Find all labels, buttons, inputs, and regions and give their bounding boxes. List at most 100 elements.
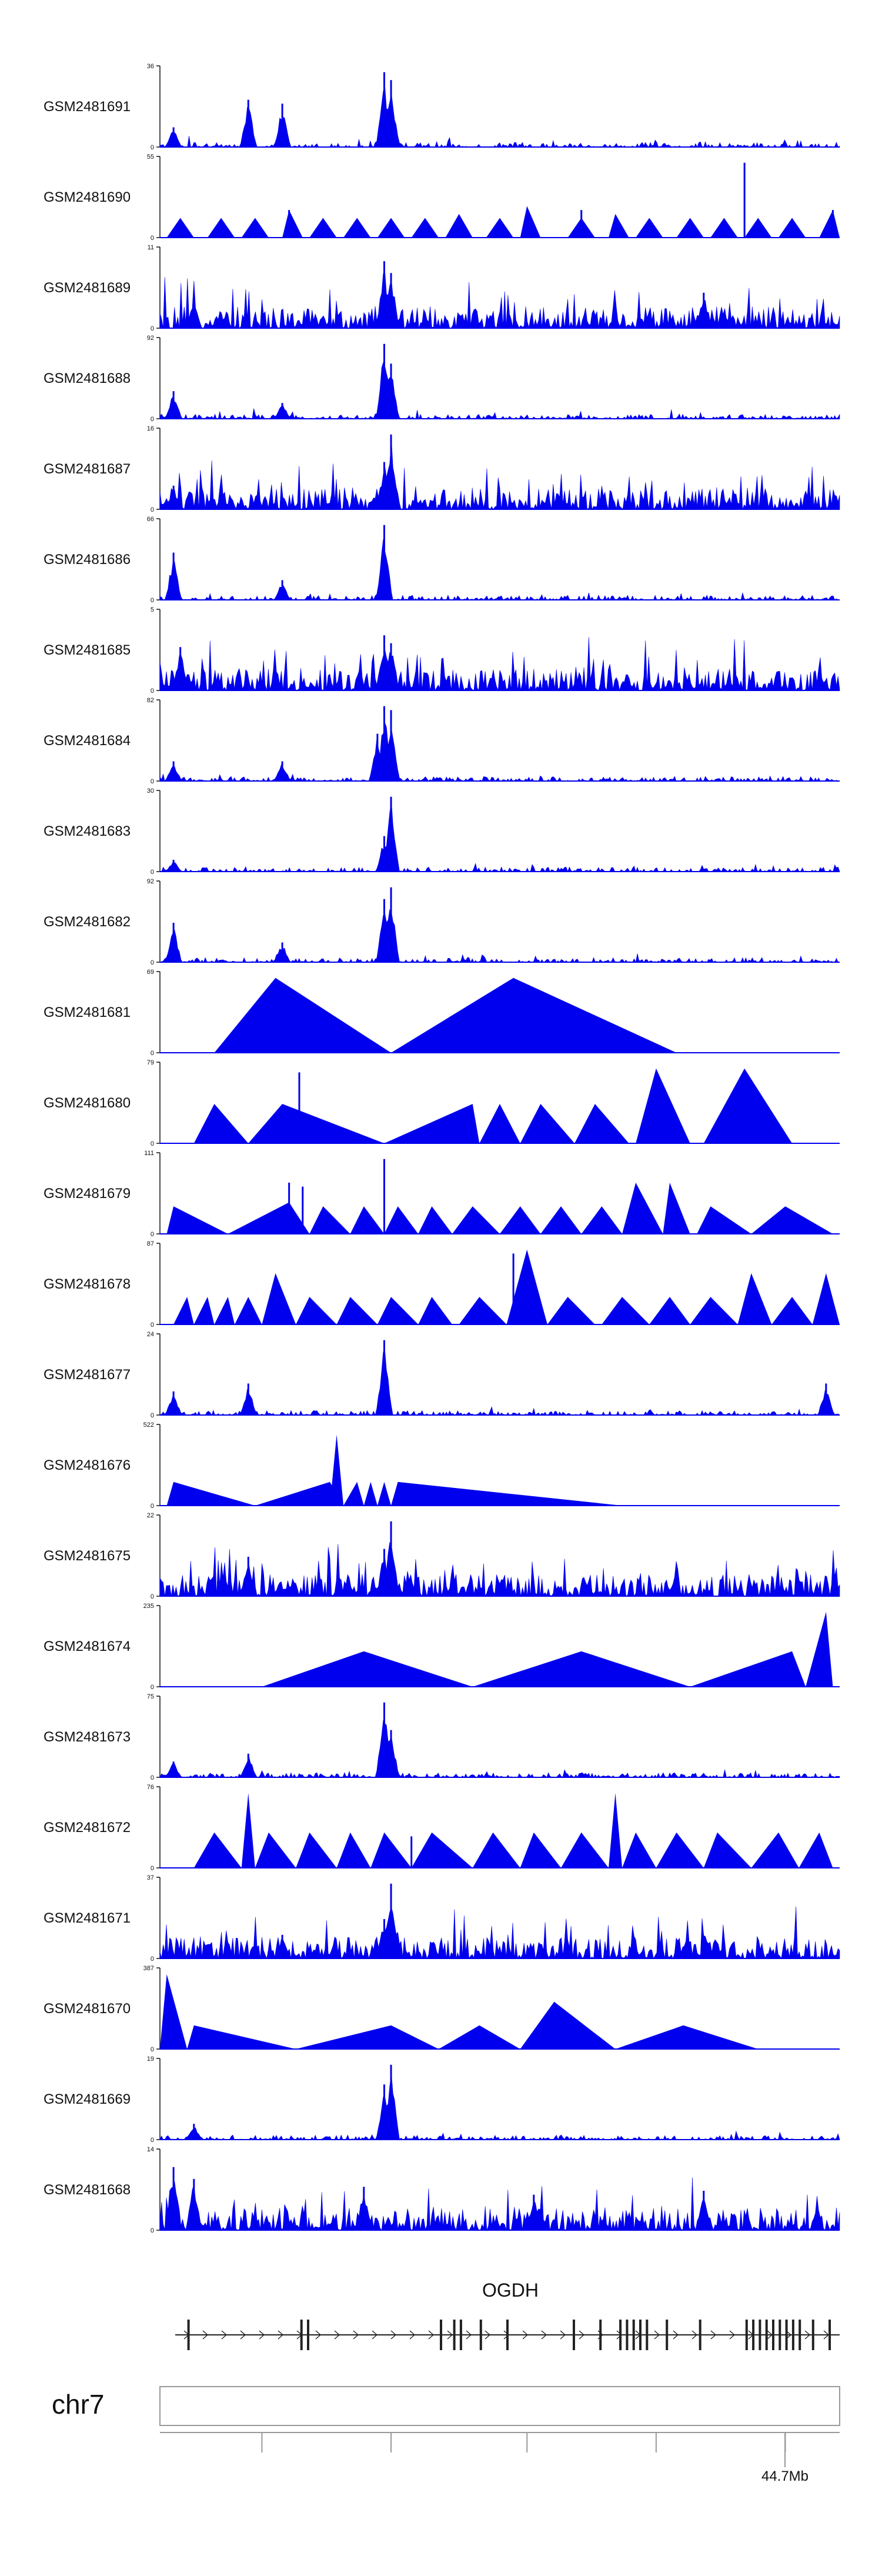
track-label: GSM2481688: [44, 371, 131, 386]
gene-exon: [632, 2320, 635, 2350]
signal-triangle: [445, 213, 473, 238]
track-GSM2481680: GSM2481680 79 0: [44, 1059, 840, 1147]
gene-exon: [639, 2320, 642, 2350]
track-label: GSM2481685: [44, 642, 131, 658]
signal-triangle: [771, 1297, 813, 1324]
strand-arrow: [710, 2330, 717, 2340]
signal-triangle: [384, 1104, 480, 1143]
track-label: GSM2481672: [44, 1820, 131, 1836]
signal-triangle: [336, 1832, 371, 1868]
y-max-label: 22: [147, 1512, 154, 1519]
track-GSM2481690: GSM2481690 55 0: [44, 154, 840, 242]
signal-area: [159, 909, 840, 963]
strand-arrow: [334, 2330, 340, 2340]
signal-triangle: [343, 1481, 364, 1506]
signal-area: [159, 2177, 840, 2231]
track-GSM2481686: GSM2481686 66 0: [44, 516, 840, 604]
track-label: GSM2481675: [44, 1548, 131, 1564]
track-GSM2481670: GSM2481670 387 0: [44, 1965, 840, 2053]
y-min-label: 0: [151, 2227, 154, 2234]
y-max-label: 66: [147, 516, 154, 523]
track-GSM2481681: GSM2481681 69 0: [44, 969, 840, 1057]
signal-triangle: [248, 1104, 385, 1143]
track-label: GSM2481673: [44, 1729, 131, 1745]
signal-triangle: [262, 1273, 296, 1324]
track-label: GSM2481691: [44, 99, 131, 115]
strand-arrow: [804, 2330, 811, 2340]
y-max-label: 92: [147, 335, 154, 342]
y-min-label: 0: [151, 1140, 154, 1147]
gene-exon: [828, 2320, 831, 2350]
signal-triangle: [799, 1832, 833, 1868]
signal-triangle: [418, 1206, 453, 1234]
signal-triangle: [309, 218, 337, 238]
y-max-label: 69: [147, 969, 154, 976]
track-GSM2481677: GSM2481677 24 0: [44, 1331, 840, 1419]
signal-triangle: [602, 1297, 650, 1324]
signal-triangle: [472, 1832, 520, 1868]
signal-triangle: [255, 1832, 296, 1868]
signal-triangle: [472, 1651, 690, 1687]
y-max-label: 79: [147, 1059, 154, 1066]
signal-triangle: [690, 1651, 806, 1687]
signal-area: [159, 1720, 840, 1778]
signal-triangle: [812, 1273, 840, 1324]
strand-arrow: [409, 2330, 416, 2340]
strand-arrow: [240, 2330, 246, 2340]
signal-triangle: [391, 977, 677, 1053]
track-GSM2481682: GSM2481682 92 0: [44, 878, 840, 966]
y-min-label: 0: [151, 1412, 154, 1419]
y-max-label: 30: [147, 788, 154, 795]
gene-exon: [453, 2320, 456, 2350]
track-label: GSM2481676: [44, 1457, 131, 1473]
gene-exon: [599, 2320, 602, 2350]
signal-triangle: [615, 2025, 759, 2049]
signal-triangle: [296, 1832, 337, 1868]
y-min-label: 0: [151, 235, 154, 242]
strand-arrow: [428, 2330, 435, 2340]
signal-triangle: [282, 210, 303, 238]
signal-area: [159, 2073, 840, 2140]
y-max-label: 75: [147, 1693, 154, 1700]
signal-triangle: [241, 218, 269, 238]
signal-triangle: [336, 1297, 377, 1324]
signal-triangle: [663, 1182, 690, 1234]
signal-triangle: [806, 1611, 833, 1687]
gene-exon: [573, 2320, 575, 2350]
signal-triangle: [418, 1297, 453, 1324]
track-GSM2481678: GSM2481678 87 0: [44, 1240, 840, 1329]
gene-exon: [779, 2320, 781, 2350]
strand-arrow: [691, 2330, 698, 2340]
signal-triangle: [608, 213, 629, 238]
gene-exon: [307, 2320, 309, 2350]
y-min-label: 0: [151, 2137, 154, 2144]
strand-arrow: [560, 2330, 566, 2340]
track-label: GSM2481674: [44, 1639, 131, 1654]
y-min-label: 0: [151, 416, 154, 423]
signal-triangle: [506, 1249, 547, 1324]
signal-triangle: [703, 1068, 793, 1143]
y-min-label: 0: [151, 1956, 154, 1963]
signal-triangle: [676, 218, 704, 238]
y-min-label: 0: [151, 1684, 154, 1691]
track-label: GSM2481681: [44, 1005, 131, 1020]
gene-exon: [619, 2320, 622, 2350]
strand-arrow: [447, 2330, 453, 2340]
y-max-label: 37: [147, 1874, 154, 1881]
signal-area: [159, 86, 840, 148]
track-GSM2481669: GSM2481669 19 0: [44, 2056, 840, 2144]
gene-exon: [626, 2320, 629, 2350]
signal-triangle: [819, 210, 840, 238]
y-max-label: 76: [147, 1784, 154, 1791]
track-label: GSM2481686: [44, 552, 131, 568]
signal-area: [159, 271, 840, 329]
strand-arrow: [823, 2330, 830, 2340]
signal-triangle: [377, 1481, 392, 1506]
signal-triangle: [636, 218, 663, 238]
y-min-label: 0: [151, 688, 154, 695]
signal-triangle: [649, 1297, 690, 1324]
gene-exon: [765, 2320, 768, 2350]
y-max-label: 111: [144, 1150, 154, 1157]
ideogram-band: [159, 2386, 840, 2426]
signal-triangle: [574, 1104, 629, 1143]
